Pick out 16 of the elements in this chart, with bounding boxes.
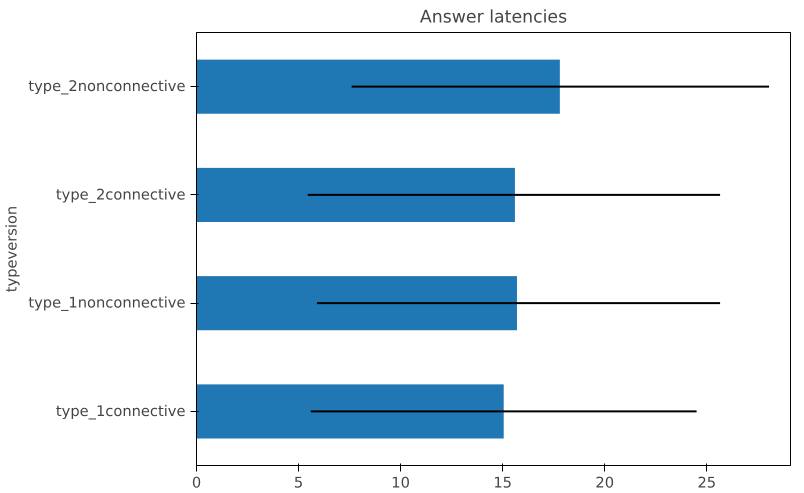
y-tick-label: type_2nonconnective xyxy=(28,78,186,96)
y-tick-label: type_1nonconnective xyxy=(28,294,186,312)
x-tick-label: 15 xyxy=(493,474,512,492)
bar xyxy=(196,60,560,114)
x-tick-label: 0 xyxy=(192,474,202,492)
y-tick-label: type_2connective xyxy=(56,186,186,204)
x-tick-label: 5 xyxy=(294,474,304,492)
bar xyxy=(196,168,515,222)
bar xyxy=(196,384,504,438)
chart-title: Answer latencies xyxy=(420,8,568,28)
x-tick-label: 10 xyxy=(391,474,410,492)
y-axis-title: typeversion xyxy=(3,206,20,292)
x-tick-label: 20 xyxy=(595,474,614,492)
x-tick-label: 25 xyxy=(697,474,716,492)
y-tick-label: type_1connective xyxy=(56,402,186,420)
bar xyxy=(196,276,517,330)
